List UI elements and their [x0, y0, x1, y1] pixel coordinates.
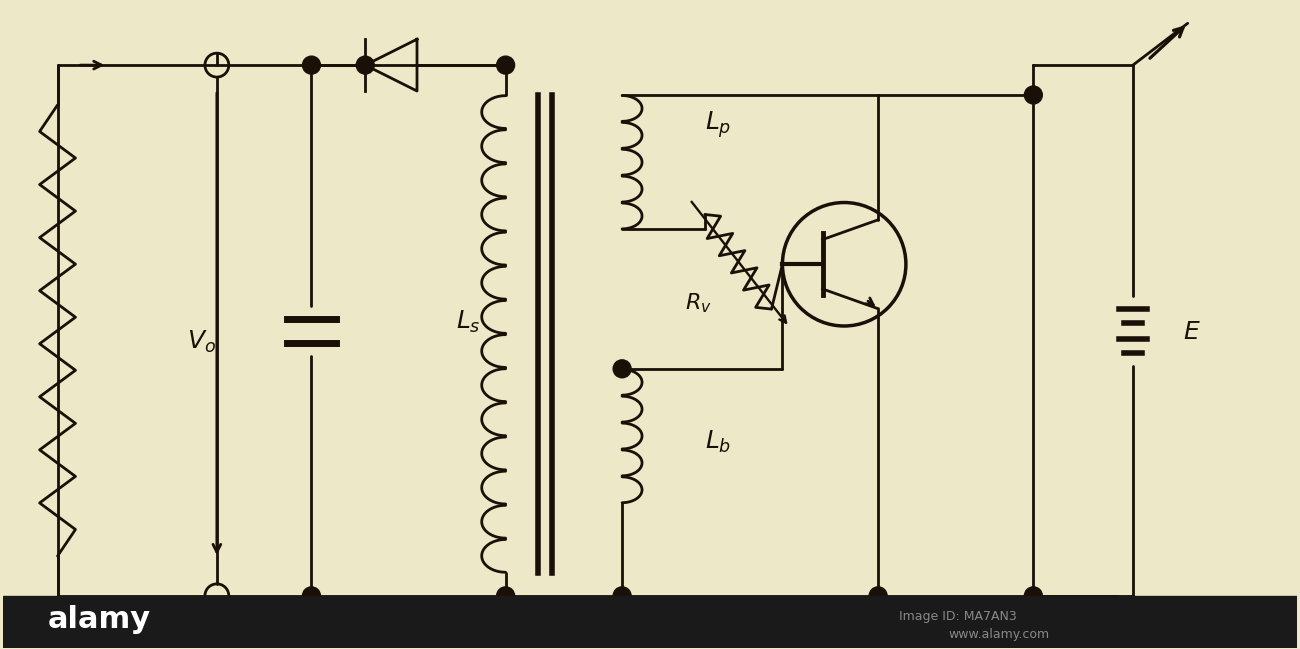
Text: $L_p$: $L_p$ [705, 109, 731, 140]
Text: $L_s$: $L_s$ [456, 309, 481, 335]
Text: alamy: alamy [48, 605, 151, 633]
Circle shape [303, 587, 320, 605]
Text: $V_o$: $V_o$ [187, 329, 216, 355]
Circle shape [614, 587, 630, 605]
Circle shape [614, 360, 630, 378]
Circle shape [870, 587, 887, 605]
Circle shape [1024, 86, 1043, 104]
Circle shape [356, 56, 374, 74]
Circle shape [497, 587, 515, 605]
Text: $L_b$: $L_b$ [705, 428, 731, 455]
Bar [3, 596, 1297, 648]
Circle shape [1024, 587, 1043, 605]
Text: $R_v$: $R_v$ [685, 291, 711, 315]
Text: www.alamy.com: www.alamy.com [949, 628, 1050, 641]
Circle shape [303, 56, 320, 74]
Text: Image ID: MA7AN3: Image ID: MA7AN3 [898, 609, 1017, 623]
Circle shape [497, 56, 515, 74]
Text: $E$: $E$ [1183, 321, 1200, 344]
